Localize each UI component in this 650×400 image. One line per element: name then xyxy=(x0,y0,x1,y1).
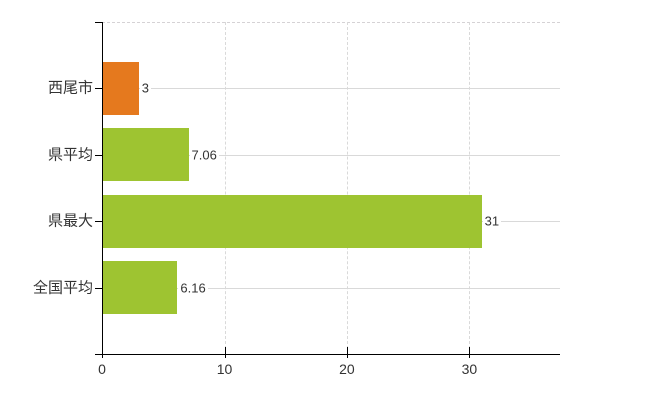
category-tick xyxy=(95,154,102,156)
bar-value-label: 31 xyxy=(482,213,502,229)
plot-area: 3 7.06 31 6.16 xyxy=(102,22,560,354)
gridline-horizontal xyxy=(102,154,560,156)
category-label: 西尾市 xyxy=(47,79,93,97)
x-tick-label: 20 xyxy=(339,361,355,377)
bar-value-label: 3 xyxy=(139,80,151,96)
category-tick xyxy=(95,88,102,90)
x-tick-label: 10 xyxy=(216,361,233,377)
x-tick-label: 30 xyxy=(461,361,478,377)
bar-value-label: 6.16 xyxy=(178,280,208,296)
gridline-horizontal xyxy=(102,88,560,90)
gridline-horizontal xyxy=(102,287,560,289)
axis-top-tick xyxy=(95,22,102,23)
category-label: 県最大 xyxy=(47,212,93,230)
y-axis-line xyxy=(102,22,103,358)
gridline-vertical xyxy=(469,22,471,354)
x-tick-label: 0 xyxy=(98,361,106,377)
bar xyxy=(102,194,482,248)
bar-value-label: 7.06 xyxy=(189,147,219,163)
plot-top-border xyxy=(102,22,560,23)
category-label: 全国平均 xyxy=(32,279,93,297)
bar xyxy=(102,61,139,115)
x-axis-line xyxy=(95,354,560,355)
category-label: 県平均 xyxy=(47,146,93,164)
x-tick xyxy=(102,347,103,358)
x-tick xyxy=(469,347,471,358)
gridline-vertical xyxy=(224,22,226,354)
category-tick xyxy=(95,287,102,289)
bar xyxy=(102,261,178,315)
x-tick xyxy=(224,347,226,358)
gridline-vertical xyxy=(346,22,348,354)
category-tick xyxy=(95,221,102,223)
x-tick xyxy=(346,347,348,358)
bar xyxy=(102,128,189,182)
